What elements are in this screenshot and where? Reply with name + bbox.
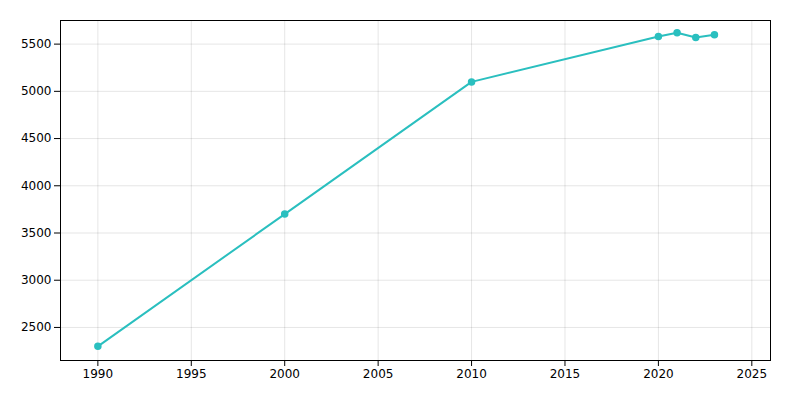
svg-text:2020: 2020 xyxy=(643,367,674,381)
svg-text:5000: 5000 xyxy=(21,84,52,98)
svg-text:4000: 4000 xyxy=(21,179,52,193)
svg-text:2015: 2015 xyxy=(550,367,581,381)
svg-text:2005: 2005 xyxy=(363,367,394,381)
svg-text:1990: 1990 xyxy=(83,367,114,381)
svg-text:3500: 3500 xyxy=(21,226,52,240)
svg-text:2500: 2500 xyxy=(21,320,52,334)
svg-text:1995: 1995 xyxy=(176,367,207,381)
svg-text:2025: 2025 xyxy=(737,367,768,381)
svg-text:2010: 2010 xyxy=(456,367,487,381)
svg-text:4500: 4500 xyxy=(21,131,52,145)
svg-text:3000: 3000 xyxy=(21,273,52,287)
svg-text:2000: 2000 xyxy=(269,367,300,381)
svg-text:5500: 5500 xyxy=(21,37,52,51)
